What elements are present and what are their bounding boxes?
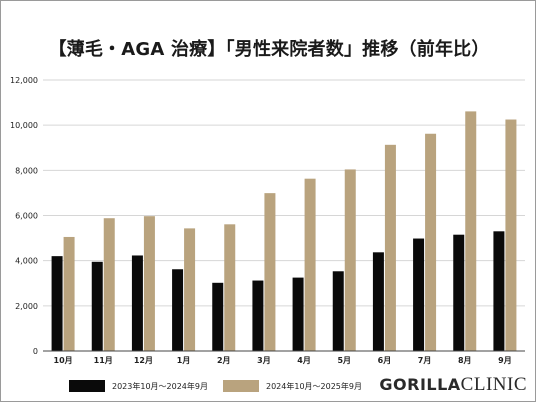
bar-prev-year xyxy=(172,269,184,351)
bar-prev-year xyxy=(252,280,264,351)
y-tick-label: 8,000 xyxy=(15,166,38,175)
bar-prev-year xyxy=(453,234,465,351)
bar-prev-year xyxy=(131,255,143,351)
x-tick-label: 1月 xyxy=(177,356,191,365)
bar-curr-year xyxy=(184,228,196,351)
y-tick-label: 6,000 xyxy=(15,212,38,221)
bar-prev-year xyxy=(292,277,304,351)
y-tick-labels: 0 2,000 4,000 6,000 8,000 10,000 12,000 xyxy=(10,76,38,356)
logo-text-bold: GORILLA xyxy=(379,375,461,394)
logo-text-light: CLINIC xyxy=(460,374,527,395)
bar-prev-year xyxy=(212,282,224,351)
x-tick-label: 11月 xyxy=(94,356,113,365)
bar-prev-year xyxy=(51,256,63,351)
bar-prev-year xyxy=(413,238,425,351)
bar-curr-year xyxy=(465,111,477,351)
bar-curr-year xyxy=(264,193,276,351)
y-tick-label: 10,000 xyxy=(10,121,38,130)
bar-curr-year xyxy=(143,216,155,351)
legend-swatch-curr xyxy=(223,380,259,392)
x-tick-labels: 10月 11月 12月 1月 2月 3月 4月 5月 6月 7月 8月 9月 xyxy=(54,356,512,365)
y-tick-label: 2,000 xyxy=(15,302,38,311)
bar-curr-year xyxy=(304,178,316,351)
bar-prev-year xyxy=(91,261,103,351)
bar-curr-year xyxy=(425,133,437,351)
x-tick-label: 8月 xyxy=(458,356,472,365)
chart-title: 【薄毛・AGA 治療】「男性来院者数」推移（前年比） xyxy=(48,39,490,60)
bar-curr-year xyxy=(103,218,115,351)
bar-prev-year xyxy=(332,271,344,351)
bar-prev-year xyxy=(372,252,384,351)
bar-curr-year xyxy=(63,236,75,351)
x-tick-label: 4月 xyxy=(297,356,311,365)
x-tick-label: 3月 xyxy=(257,356,271,365)
grid-lines xyxy=(43,79,525,307)
bar-curr-year xyxy=(224,224,236,351)
legend-item-prev: 2023年10月～2024年9月 xyxy=(69,380,208,392)
y-tick-label: 12,000 xyxy=(10,76,38,85)
y-tick-label: 4,000 xyxy=(15,257,38,266)
x-tick-label: 6月 xyxy=(378,356,392,365)
legend-label-prev: 2023年10月～2024年9月 xyxy=(112,381,208,391)
legend-label-curr: 2024年10月～2025年9月 xyxy=(266,381,362,391)
x-tick-label: 10月 xyxy=(54,356,73,365)
bars xyxy=(51,111,517,351)
x-tick-label: 2月 xyxy=(217,356,231,365)
x-tick-label: 9月 xyxy=(498,356,512,365)
gorilla-clinic-logo: GORILLACLINIC xyxy=(379,374,527,396)
bar-curr-year xyxy=(384,144,396,351)
x-tick-label: 7月 xyxy=(418,356,432,365)
bar-prev-year xyxy=(493,231,505,351)
legend-item-curr: 2024年10月～2025年9月 xyxy=(223,380,362,392)
x-tick-label: 5月 xyxy=(337,356,351,365)
bar-curr-year xyxy=(505,119,517,351)
bar-curr-year xyxy=(344,169,356,351)
y-tick-label: 0 xyxy=(33,347,38,356)
x-tick-label: 12月 xyxy=(134,356,153,365)
legend-swatch-prev xyxy=(69,380,105,392)
